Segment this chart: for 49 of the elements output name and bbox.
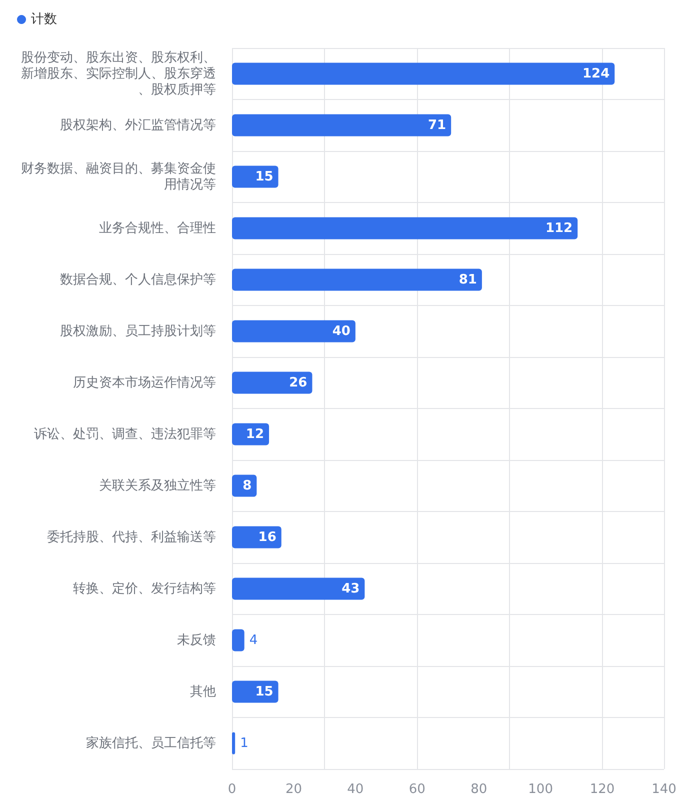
bar [232,526,282,548]
y-tick-label: 股权激励、员工持股计划等 [60,324,216,339]
data-label: 124 [582,66,610,82]
bar [232,166,278,188]
bar [232,268,482,291]
data-label: 4 [249,632,258,648]
data-label: 15 [255,169,274,184]
data-label: 71 [428,118,446,133]
y-tick-label: 未反馈 [177,632,216,648]
data-label: 1 [240,736,248,751]
x-tick-label: 20 [285,782,302,797]
y-tick-label: 委托持股、代持、利益输送等 [47,530,216,545]
data-label: 40 [332,324,350,339]
data-label: 12 [246,426,264,442]
bar [232,578,365,600]
bar [232,217,578,240]
data-label: 16 [258,530,276,545]
data-label: 8 [242,478,252,494]
data-label: 112 [545,220,573,236]
y-tick-label: 股权架构、外汇监管情况等 [60,118,216,133]
y-tick-label: 业务合规性、合理性 [99,220,216,236]
x-tick-label: 120 [590,782,615,797]
bar [232,372,312,394]
x-tick-label: 140 [652,782,676,797]
y-tick-label: 其他 [190,684,216,700]
bar [232,114,452,136]
x-tick-label: 40 [347,782,364,797]
y-tick-label: 家族信托、员工信托等 [86,734,216,751]
bar [232,680,278,703]
x-tick-label: 80 [470,782,488,797]
y-tick-label: 关联关系及独立性等 [99,477,216,494]
y-tick-label: 数据合规、个人信息保护等 [60,272,216,288]
data-label: 26 [289,375,308,390]
data-label: 43 [342,581,360,596]
bar [232,629,244,652]
bar [232,732,236,754]
y-tick-label: 诉讼、处罚、调查、违法犯罪等 [34,426,216,442]
bar [232,62,615,85]
y-tick-label: 历史资本市场运作情况等 [73,375,216,390]
y-tick-label: 转换、定价、发行结构等 [73,581,216,596]
y-tick-label: 股份变动、股东出资、股东权利、新增股东、实际控制人、股东穿透、股权质押等 [21,50,216,98]
x-tick-label: 100 [528,782,553,797]
data-label: 15 [255,684,274,700]
bar [232,320,356,342]
x-tick-label: 0 [228,782,236,797]
y-tick-label: 财务数据、融资目的、募集资金使用情况等 [21,161,216,192]
x-tick-label: 60 [408,782,426,797]
data-label: 81 [458,272,477,288]
legend-label: 计数 [31,12,57,27]
